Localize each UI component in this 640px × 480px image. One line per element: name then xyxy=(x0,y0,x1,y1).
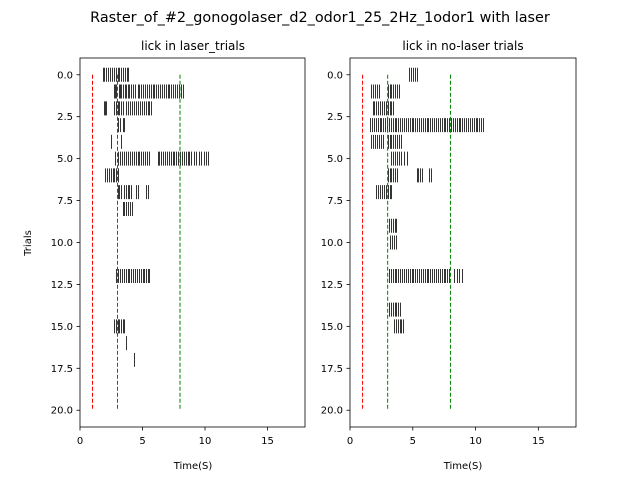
y-tick-label: 0.0 xyxy=(57,70,73,81)
y-tick-label: 20.0 xyxy=(321,406,343,417)
y-axis-label: Trials xyxy=(23,230,34,257)
y-tick-label: 10.0 xyxy=(321,238,343,249)
axes-frame xyxy=(79,57,306,428)
y-tick-label: 2.5 xyxy=(57,112,73,123)
x-tick-label: 15 xyxy=(261,436,274,447)
y-tick-label: 15.0 xyxy=(51,322,73,333)
raster-panel-no-laser: lick in no-laser trials Time(S) 0 5 10 15 0.… xyxy=(321,39,577,472)
y-tick-label: 2.5 xyxy=(327,112,343,123)
y-tick-label: 5.0 xyxy=(327,154,343,165)
y-tick-label: 12.5 xyxy=(321,280,343,291)
y-tick-label: 0.0 xyxy=(327,70,343,81)
y-tick-label: 20.0 xyxy=(51,406,73,417)
raster-panel-laser: lick in laser_trials Time(S) Trials 0 5 10… xyxy=(23,39,306,472)
axes-frame xyxy=(349,57,577,428)
x-axis-label: Time(S) xyxy=(173,461,213,472)
y-tick-label: 5.0 xyxy=(57,154,73,165)
y-tick-label: 17.5 xyxy=(51,364,73,375)
x-axis-label: Time(S) xyxy=(443,461,483,472)
y-tick-label: 7.5 xyxy=(327,196,343,207)
x-tick-label: 5 xyxy=(139,436,145,447)
figure-suptitle: Raster_of_#2_gonogolaser_d2_odor1_25_2Hz… xyxy=(90,10,550,26)
lick-ticks xyxy=(370,67,484,334)
y-tick-label: 12.5 xyxy=(51,280,73,291)
panel-title: lick in laser_trials xyxy=(141,39,245,53)
x-tick-label: 0 xyxy=(77,436,83,447)
y-tick-label: 10.0 xyxy=(51,238,73,249)
y-tick-label: 7.5 xyxy=(57,196,73,207)
x-tick-label: 10 xyxy=(469,436,482,447)
x-tick-label: 5 xyxy=(410,436,416,447)
lick-ticks xyxy=(103,67,209,367)
panel-title: lick in no-laser trials xyxy=(402,39,523,53)
x-tick-label: 15 xyxy=(532,436,545,447)
y-tick-label: 17.5 xyxy=(321,364,343,375)
x-tick-label: 10 xyxy=(199,436,212,447)
y-tick-label: 15.0 xyxy=(321,322,343,333)
x-tick-label: 0 xyxy=(347,436,353,447)
